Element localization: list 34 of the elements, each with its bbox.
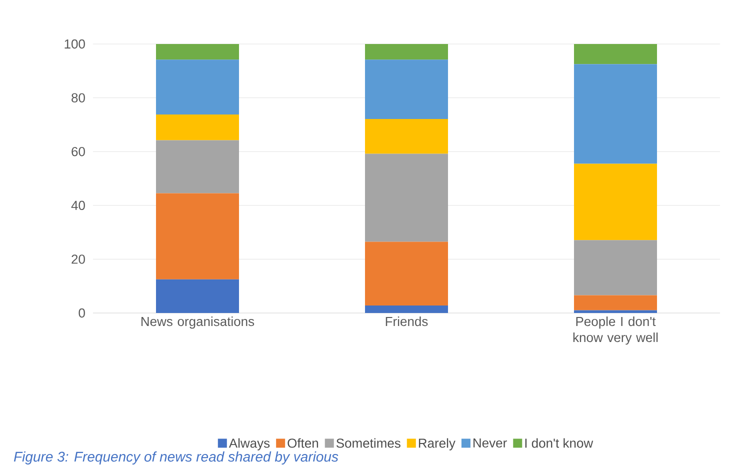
x-tick-label: News organisations xyxy=(141,316,254,329)
legend-label: I don't know xyxy=(525,438,594,448)
legend-label: Sometimes xyxy=(336,438,400,448)
x-tick-label: People I don't know very well xyxy=(573,316,658,345)
bar xyxy=(365,119,448,154)
legend-label: Never xyxy=(474,438,507,448)
bar xyxy=(156,279,240,314)
bar xyxy=(365,154,448,242)
legend-label: Rarely xyxy=(418,438,456,450)
y-tick-label: 80 xyxy=(72,93,85,102)
legend-label: Always xyxy=(228,438,270,450)
bar xyxy=(156,193,240,280)
bar xyxy=(365,60,448,120)
y-tick-label: 100 xyxy=(64,39,85,49)
y-tick-label: 0 xyxy=(78,308,85,318)
bar xyxy=(574,295,658,310)
bar xyxy=(574,240,658,296)
bar xyxy=(365,242,448,306)
bar xyxy=(365,44,448,60)
y-tick-label: 40 xyxy=(71,200,85,210)
bar xyxy=(156,114,240,140)
bar xyxy=(156,60,240,114)
bar xyxy=(574,44,658,64)
bar xyxy=(574,164,658,240)
bar xyxy=(156,140,240,194)
bar xyxy=(574,64,658,164)
bar xyxy=(365,305,448,314)
y-tick-label: 20 xyxy=(72,254,85,264)
x-tick-label: Friends xyxy=(386,316,428,326)
bar xyxy=(156,44,240,60)
y-tick-label: 60 xyxy=(72,146,85,156)
bar xyxy=(574,310,658,314)
caption: Figure 3: Frequency of news read shared by various xyxy=(14,451,338,464)
legend-label: Often xyxy=(288,438,318,448)
